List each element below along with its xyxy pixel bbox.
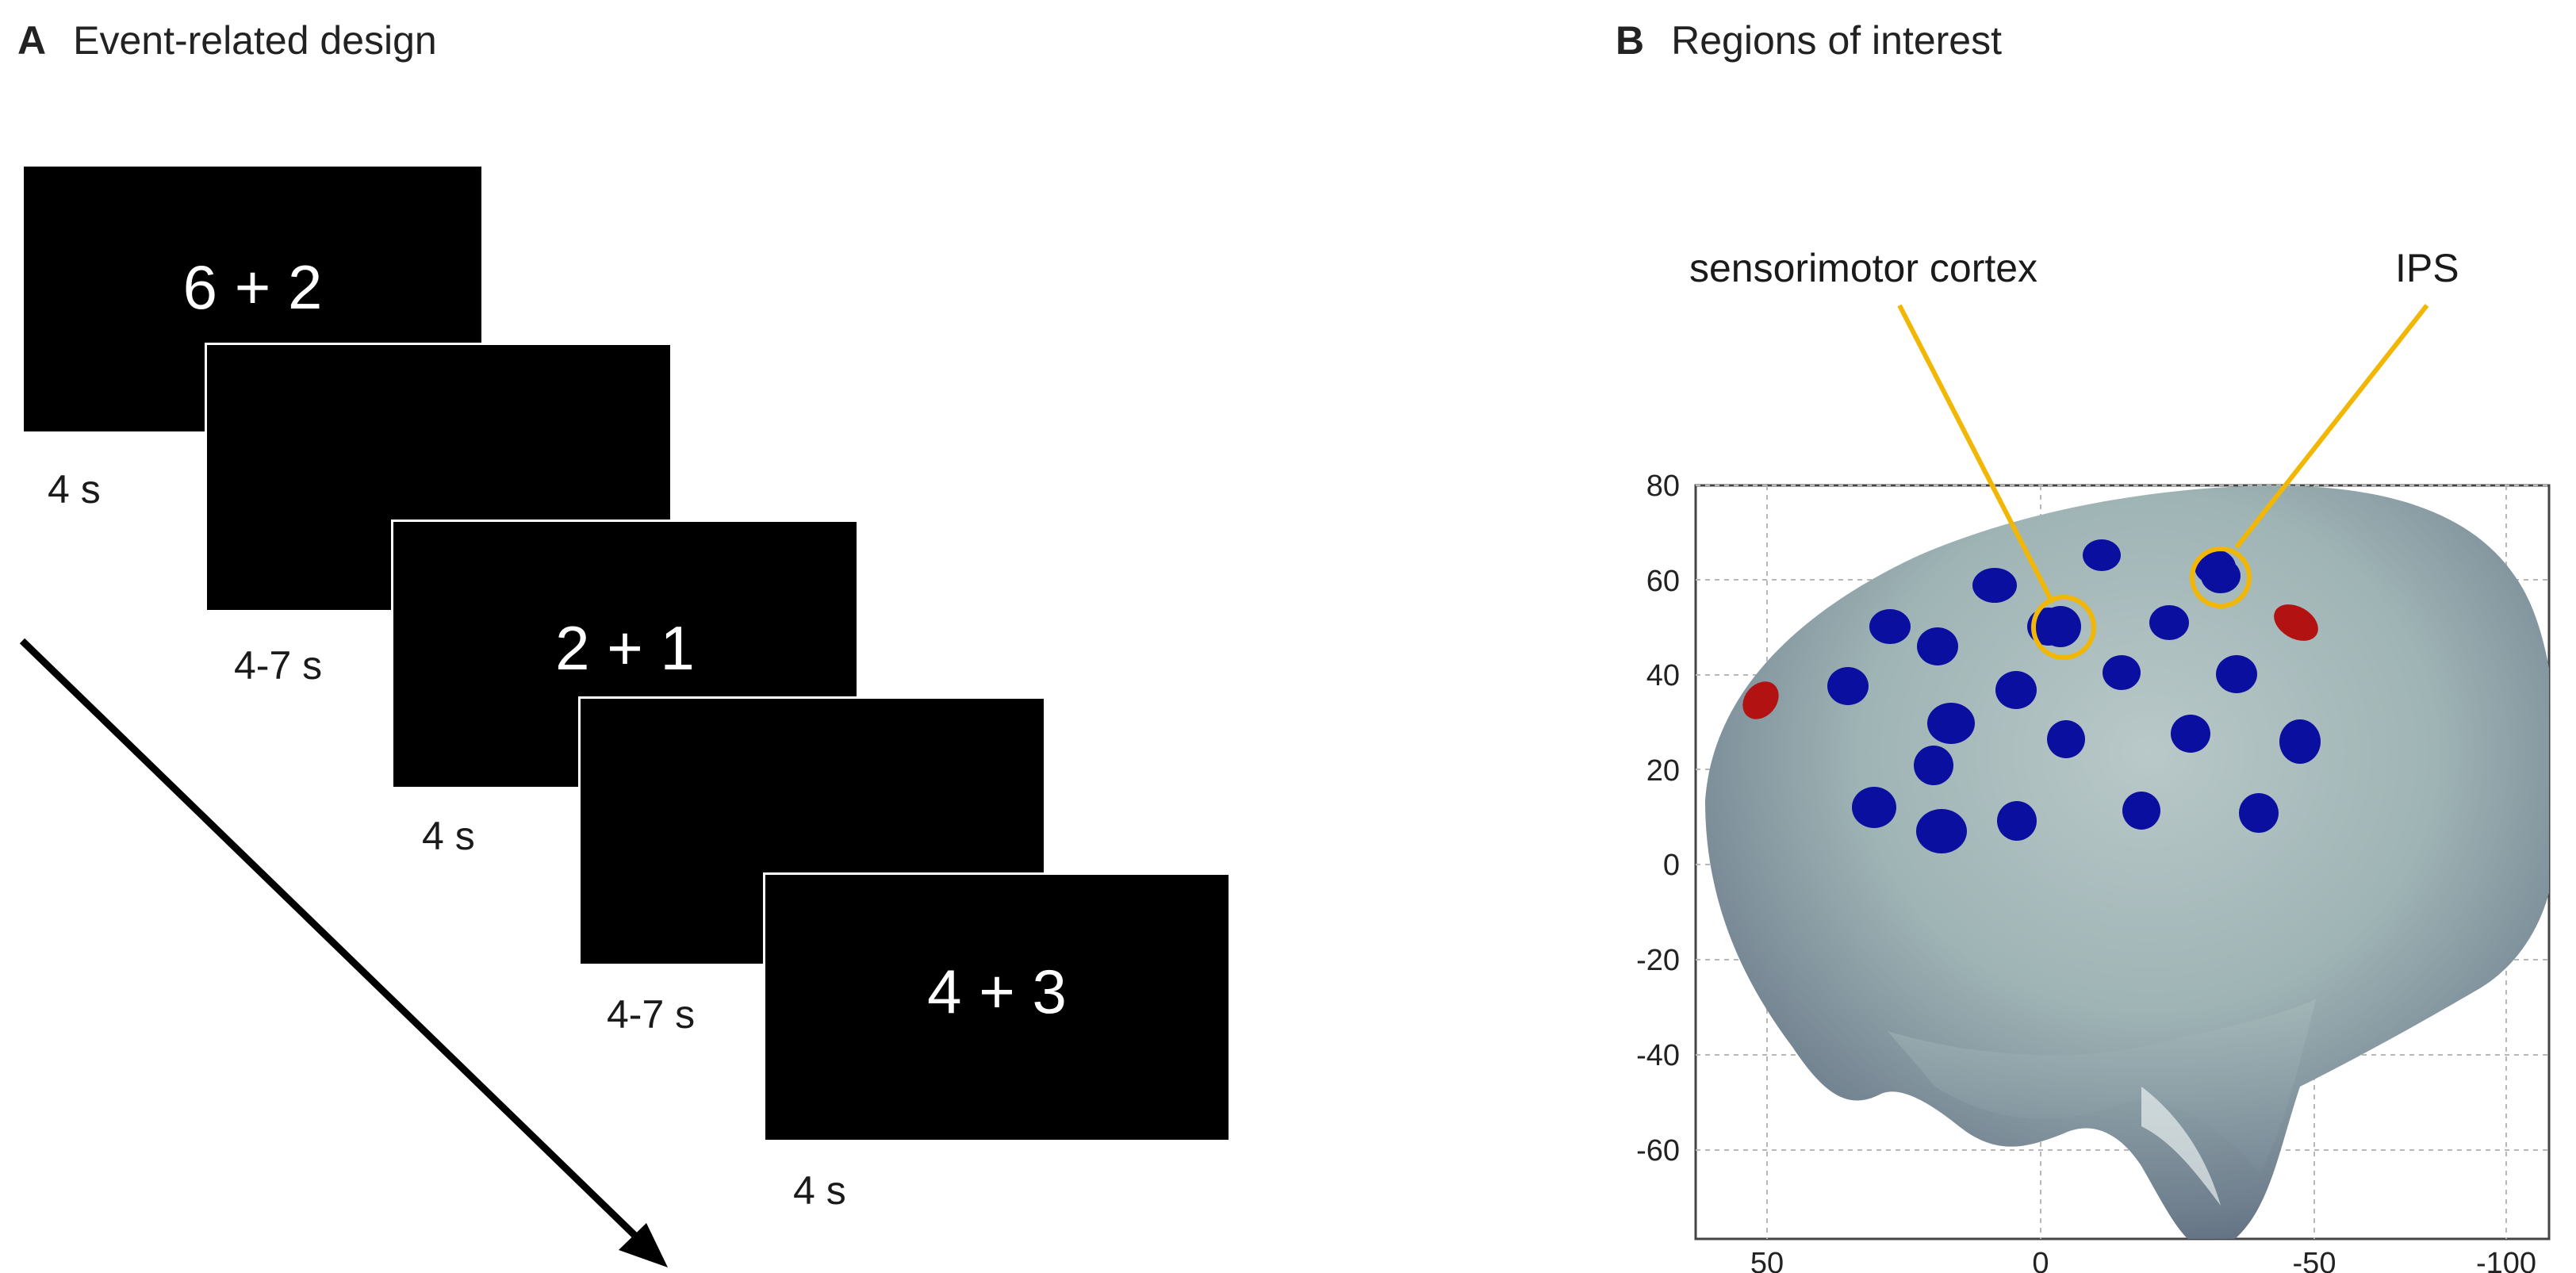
reference-site bbox=[2274, 604, 2318, 641]
panel-a-label: A Event-related design bbox=[17, 17, 437, 63]
electrode-site bbox=[1852, 787, 1896, 828]
brain-highlight bbox=[2141, 1087, 2221, 1206]
electrode-site bbox=[1995, 671, 2037, 709]
duration-label-5: 4 s bbox=[793, 1168, 846, 1213]
panel-b-label: B Regions of interest bbox=[1616, 17, 2002, 63]
electrode-site bbox=[1916, 809, 1967, 853]
reference-site bbox=[1742, 681, 1779, 719]
panel-a-title: Event-related design bbox=[73, 18, 437, 63]
y-tick: 0 bbox=[1663, 849, 1680, 882]
y-tick: 40 bbox=[1646, 659, 1680, 692]
electrode-sites bbox=[1742, 539, 2321, 853]
x-tick: -50 bbox=[2293, 1247, 2336, 1273]
electrode-site-sensorimotor bbox=[2040, 606, 2081, 647]
electrode-site bbox=[1869, 609, 1911, 644]
electrode-site bbox=[1827, 667, 1869, 705]
electrode-site bbox=[1972, 568, 2017, 603]
callout-sensorimotor-cortex: sensorimotor cortex bbox=[1689, 246, 2037, 290]
electrode-site bbox=[2122, 792, 2160, 830]
y-tick: -20 bbox=[1636, 944, 1680, 977]
electrode-site bbox=[2083, 539, 2121, 571]
panel-a-letter: A bbox=[17, 18, 47, 63]
electrode-site bbox=[2279, 719, 2321, 764]
y-tick: 80 bbox=[1646, 470, 1680, 503]
stimulus-text-1: 6 + 2 bbox=[182, 251, 323, 322]
stimulus-screen-5: 4 + 3 bbox=[763, 872, 1231, 1142]
x-tick: 0 bbox=[2032, 1247, 2049, 1273]
panel-b-letter: B bbox=[1616, 18, 1645, 63]
y-tick: -60 bbox=[1636, 1134, 1680, 1168]
electrode-site bbox=[2047, 720, 2085, 758]
electrode-site bbox=[2216, 655, 2257, 693]
electrode-site bbox=[1914, 746, 1953, 785]
electrode-site bbox=[2171, 715, 2210, 753]
panel-b-title: Regions of interest bbox=[1671, 18, 2003, 63]
electrode-site bbox=[1917, 627, 1958, 665]
callout-ips: IPS bbox=[2395, 246, 2459, 290]
y-axis-ticks: 80 60 40 20 0 -20 -40 -60 bbox=[1636, 470, 1680, 1168]
duration-label-1: 4 s bbox=[48, 467, 101, 512]
y-tick: -40 bbox=[1636, 1039, 1680, 1072]
electrode-site bbox=[1927, 703, 1975, 744]
electrode-site bbox=[2239, 793, 2279, 833]
electrode-site-ips bbox=[2201, 558, 2241, 593]
roi-callouts bbox=[1897, 304, 2429, 660]
electrode-site bbox=[2103, 655, 2141, 690]
brain-lower-shading bbox=[1888, 999, 2316, 1174]
y-tick: 20 bbox=[1646, 754, 1680, 788]
y-tick: 60 bbox=[1646, 565, 1680, 598]
x-axis-ticks: 50 0 -50 -100 bbox=[1750, 1247, 2536, 1273]
x-tick: 50 bbox=[1750, 1247, 1784, 1273]
electrode-site bbox=[2149, 605, 2189, 640]
electrode-site bbox=[1997, 801, 2037, 841]
x-tick: -100 bbox=[2476, 1247, 2536, 1273]
stimulus-text-5: 4 + 3 bbox=[927, 956, 1067, 1026]
brain-surface bbox=[1705, 485, 2549, 1239]
